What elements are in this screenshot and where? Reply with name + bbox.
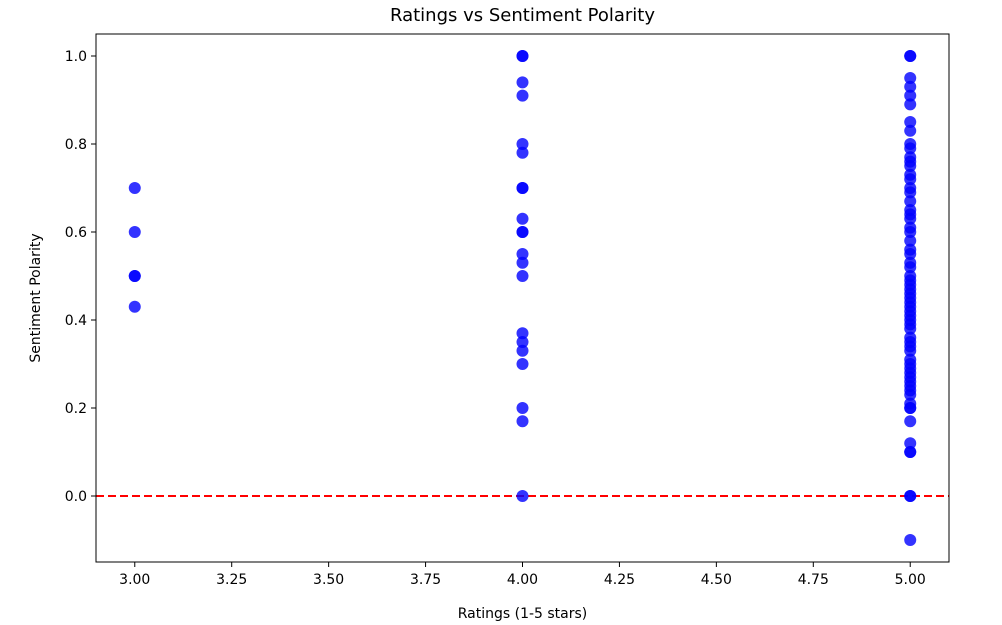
plot-frame: [95, 33, 950, 563]
data-point: [516, 415, 529, 428]
data-point: [904, 155, 917, 168]
data-point: [516, 327, 529, 340]
data-point: [516, 226, 529, 238]
data-point: [516, 358, 529, 370]
x-axis: 3.00 3.25 3.50 3.75 4.00 4.25 4.50 4.75 5.00: [119, 562, 926, 588]
data-point: [128, 226, 141, 238]
data-point: [516, 490, 529, 502]
data-point: [904, 116, 917, 128]
data-point: [904, 226, 917, 238]
data-point: [904, 415, 917, 428]
data-point: [516, 138, 529, 150]
data-point: [904, 50, 917, 62]
y-axis-label: Sentiment Polarity: [28, 233, 44, 362]
y-tick-label: 0.6: [65, 225, 87, 241]
x-tick-label: 5.00: [895, 572, 926, 588]
data-point: [904, 80, 917, 93]
plot-area: [96, 50, 949, 546]
data-point: [516, 146, 529, 159]
data-point: [516, 50, 529, 62]
data-point: [516, 182, 529, 194]
data-point: [516, 336, 529, 348]
data-point: [904, 384, 917, 397]
data-point: [904, 248, 917, 260]
y-tick-label: 1.0: [65, 49, 87, 65]
y-tick-label: 0.8: [65, 137, 87, 153]
x-tick-label: 4.50: [701, 572, 732, 588]
data-point: [904, 98, 917, 111]
data-point: [516, 212, 529, 225]
x-axis-label: Ratings (1-5 stars): [458, 606, 588, 622]
y-axis: 0.0 0.2 0.4 0.6 0.8 1.0: [65, 49, 96, 505]
data-point: [904, 446, 917, 458]
data-point: [904, 142, 917, 155]
data-point: [516, 344, 529, 357]
data-point: [904, 195, 917, 208]
data-point: [904, 362, 917, 375]
data-point: [516, 89, 529, 102]
data-point: [516, 270, 529, 282]
data-point: [904, 309, 917, 322]
data-point: [516, 76, 529, 89]
x-tick-label: 4.75: [798, 572, 829, 588]
data-point: [904, 278, 917, 291]
x-tick-label: 3.25: [216, 572, 247, 588]
x-tick-label: 4.00: [507, 572, 538, 588]
data-point: [128, 300, 141, 313]
data-point: [904, 89, 917, 102]
data-point: [128, 182, 141, 194]
data-point: [516, 256, 529, 269]
data-point: [516, 402, 529, 414]
data-point: [516, 248, 529, 260]
data-point: [904, 173, 917, 186]
data-point: [904, 534, 917, 546]
data-point: [904, 72, 917, 84]
x-tick-label: 3.50: [313, 572, 344, 588]
data-point: [904, 402, 917, 414]
data-point: [904, 261, 917, 274]
data-point: [904, 340, 917, 353]
data-point: [904, 186, 917, 199]
y-tick-label: 0.0: [65, 489, 87, 505]
x-tick-label: 4.25: [604, 572, 635, 588]
data-point: [904, 490, 917, 502]
x-tick-label: 3.00: [119, 572, 150, 588]
data-point: [128, 270, 141, 282]
y-tick-label: 0.4: [65, 313, 87, 329]
data-point: [904, 234, 917, 247]
data-point: [904, 208, 917, 221]
data-point: [904, 322, 917, 335]
chart-title: Ratings vs Sentiment Polarity: [390, 5, 655, 26]
data-point: [904, 124, 917, 137]
data-point: [904, 437, 917, 450]
y-tick-label: 0.2: [65, 401, 87, 417]
data-point: [904, 296, 917, 309]
x-tick-label: 3.75: [410, 572, 441, 588]
